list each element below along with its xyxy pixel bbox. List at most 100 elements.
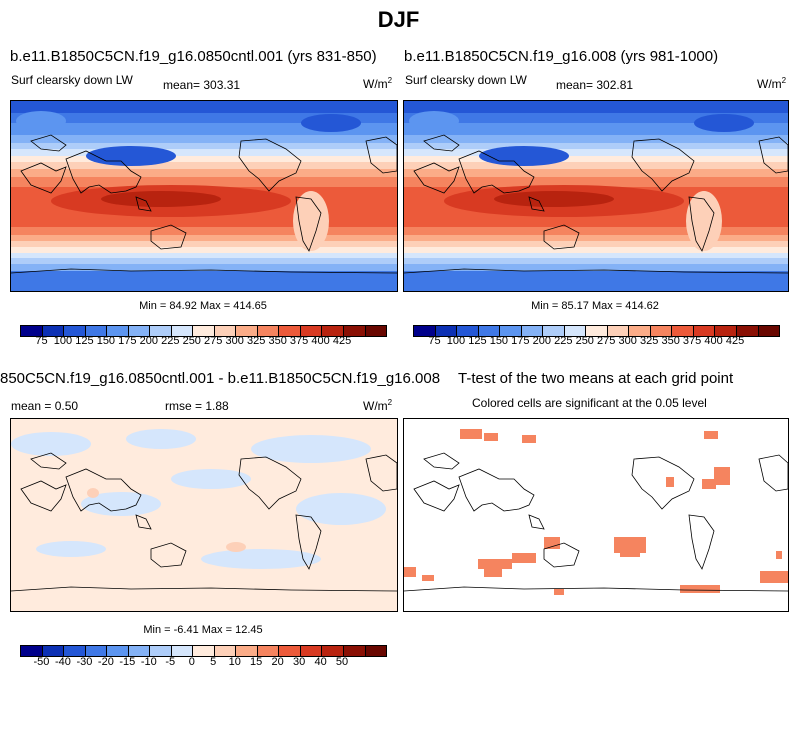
colorbar-swatch bbox=[128, 326, 151, 336]
colorbar-b-labels: 75 100 125 150 175 200 225 250 275 300 325 350 375 40… bbox=[413, 335, 778, 349]
colorbar-tick-label: 325 bbox=[246, 335, 266, 347]
colorbar-swatch bbox=[650, 326, 673, 336]
colorbar-tick-label: 225 bbox=[554, 335, 573, 347]
colorbar-swatch bbox=[564, 326, 587, 336]
colorbar-swatch bbox=[150, 646, 172, 656]
colorbar-swatch bbox=[322, 646, 344, 656]
colorbar-tick-label: 250 bbox=[575, 335, 594, 347]
colorbar-swatch bbox=[300, 326, 323, 336]
panel-a-units: W/m2 bbox=[363, 76, 393, 91]
panel-a-variable-label: Surf clearsky down LW bbox=[11, 73, 133, 87]
page-title: DJF bbox=[377, 7, 420, 32]
colorbar-swatch bbox=[435, 326, 458, 336]
colorbar-swatch bbox=[64, 326, 86, 336]
colorbar-swatch bbox=[85, 646, 108, 656]
colorbar-tick-label: 150 bbox=[489, 335, 509, 347]
colorbar-tick-label: 15 bbox=[250, 656, 263, 668]
colorbar-tick-label: 75 bbox=[35, 335, 48, 347]
colorbar-tick-label: 125 bbox=[75, 335, 94, 347]
colorbar-swatch bbox=[21, 646, 43, 656]
colorbar-swatch bbox=[478, 326, 501, 336]
colorbar-swatch bbox=[365, 326, 387, 336]
colorbar-swatch bbox=[171, 646, 194, 656]
colorbar-swatch bbox=[414, 326, 436, 336]
colorbar-swatch bbox=[193, 646, 215, 656]
colorbar-swatch bbox=[257, 326, 280, 336]
colorbar-swatch bbox=[715, 326, 737, 336]
colorbar-tick-label: 400 bbox=[311, 335, 330, 347]
colorbar-swatch bbox=[521, 326, 544, 336]
colorbar-swatch bbox=[257, 646, 280, 656]
panel-c-map bbox=[10, 418, 398, 612]
colorbar-swatch bbox=[607, 326, 630, 336]
colorbar-tick-label: 100 bbox=[53, 335, 73, 347]
colorbar-swatch bbox=[42, 646, 65, 656]
colorbar-swatch bbox=[693, 326, 716, 336]
panel-b-map bbox=[403, 100, 789, 292]
colorbar-swatch bbox=[85, 326, 108, 336]
colorbar-swatch bbox=[343, 326, 366, 336]
colorbar-swatch bbox=[107, 326, 129, 336]
colorbar-a bbox=[20, 325, 387, 337]
panel-a-mean-label: mean= 303.31 bbox=[163, 78, 241, 92]
panel-c-minmax: Min = -6.41 Max = 12.45 bbox=[143, 624, 263, 636]
panel-d-title: T-test of the two means at each grid poi… bbox=[458, 370, 734, 387]
colorbar-swatch bbox=[150, 326, 172, 336]
panel-d-map-graphic bbox=[404, 419, 788, 611]
panel-b-title: b.e11.B1850C5CN.f19_g16.008 (yrs 981-100… bbox=[404, 48, 719, 65]
colorbar-tick-label: 375 bbox=[682, 335, 702, 347]
colorbar-swatch bbox=[672, 326, 694, 336]
panel-a-title: b.e11.B1850C5CN.f19_g16.0850cntl.001 (yr… bbox=[10, 48, 377, 65]
colorbar-tick-label: 10 bbox=[228, 656, 241, 668]
colorbar-swatch bbox=[343, 646, 366, 656]
colorbar-tick-label: 300 bbox=[225, 335, 244, 347]
panel-c-title: 850C5CN.f19_g16.0850cntl.001 - b.e11.B18… bbox=[0, 370, 441, 387]
colorbar-tick-label: 20 bbox=[271, 656, 284, 668]
colorbar-swatch bbox=[365, 646, 387, 656]
colorbar-swatch bbox=[322, 326, 344, 336]
colorbar-swatch bbox=[128, 646, 151, 656]
panel-a-minmax: Min = 84.92 Max = 414.65 bbox=[139, 300, 267, 312]
colorbar-tick-label: -10 bbox=[140, 656, 157, 668]
colorbar-tick-label: -20 bbox=[97, 656, 114, 668]
colorbar-tick-label: 425 bbox=[332, 335, 352, 347]
colorbar-swatch bbox=[457, 326, 479, 336]
colorbar-tick-label: 30 bbox=[292, 656, 306, 668]
colorbar-tick-label: 225 bbox=[161, 335, 180, 347]
panel-b-units: W/m2 bbox=[757, 76, 787, 91]
colorbar-tick-label: 375 bbox=[289, 335, 309, 347]
colorbar-swatch bbox=[279, 326, 301, 336]
colorbar-swatch bbox=[236, 326, 258, 336]
colorbar-swatch bbox=[214, 646, 237, 656]
colorbar-tick-label: 40 bbox=[314, 656, 327, 668]
colorbar-tick-label: -30 bbox=[76, 656, 93, 668]
colorbar-tick-label: 75 bbox=[428, 335, 441, 347]
colorbar-swatch bbox=[300, 646, 323, 656]
panel-b-map-graphic bbox=[404, 101, 788, 291]
colorbar-swatch bbox=[193, 326, 215, 336]
colorbar-swatch bbox=[64, 646, 86, 656]
panel-a-map bbox=[10, 100, 398, 292]
colorbar-c-labels: -50 -40 -30 -20 -15 -10 -5 0 5 10 15 20 30 40 50 bbox=[20, 656, 385, 670]
colorbar-swatch bbox=[214, 326, 237, 336]
colorbar-tick-label: 0 bbox=[188, 656, 195, 668]
colorbar-tick-label: 325 bbox=[639, 335, 659, 347]
colorbar-tick-label: 400 bbox=[704, 335, 723, 347]
panel-d-map bbox=[403, 418, 789, 612]
colorbar-tick-label: 425 bbox=[725, 335, 745, 347]
panel-a-map-graphic bbox=[11, 101, 397, 291]
panel-b-mean-label: mean= 302.81 bbox=[556, 78, 634, 92]
colorbar-tick-label: 50 bbox=[335, 656, 349, 668]
panel-c-map-graphic bbox=[11, 419, 397, 611]
colorbar-tick-label: 350 bbox=[661, 335, 680, 347]
colorbar-tick-label: 350 bbox=[268, 335, 287, 347]
colorbar-tick-label: 200 bbox=[532, 335, 551, 347]
colorbar-swatch bbox=[629, 326, 651, 336]
colorbar-tick-label: -5 bbox=[165, 656, 176, 668]
colorbar-tick-label: 100 bbox=[446, 335, 466, 347]
colorbar-swatch bbox=[21, 326, 43, 336]
panel-c-units: W/m2 bbox=[363, 398, 393, 413]
colorbar-a-labels: 75 100 125 150 175 200 225 250 275 300 325 350 375 40… bbox=[20, 335, 385, 349]
colorbar-tick-label: 125 bbox=[468, 335, 487, 347]
colorbar-tick-label: 5 bbox=[210, 656, 217, 668]
